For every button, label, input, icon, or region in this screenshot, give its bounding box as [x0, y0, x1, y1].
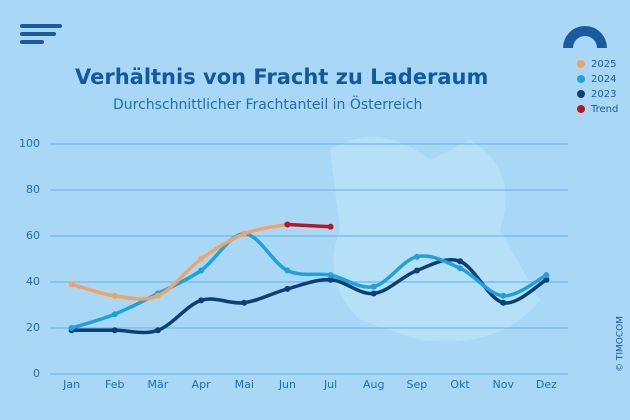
legend-label: 2024	[591, 74, 616, 85]
y-tick-label: 80	[26, 183, 40, 196]
y-tick-label: 20	[26, 321, 40, 334]
legend-marker	[577, 105, 585, 113]
legend-marker	[577, 75, 585, 83]
point	[500, 299, 507, 306]
legend-label: 2025	[591, 59, 616, 70]
point	[198, 256, 205, 262]
point	[543, 276, 550, 283]
point	[327, 223, 334, 230]
y-tick-label: 40	[26, 275, 40, 288]
chart-subtitle: Durchschnittlicher Frachtanteil in Öster…	[113, 95, 422, 113]
point	[198, 297, 205, 304]
x-tick-label: Okt	[450, 378, 470, 391]
line	[285, 222, 333, 229]
point	[198, 267, 205, 274]
x-tick-label: Jun	[278, 378, 296, 391]
legend-label: 2023	[591, 89, 616, 100]
logo-bar	[20, 40, 44, 44]
copyright: © TIMOCOM	[616, 316, 626, 372]
legend-marker	[577, 90, 585, 98]
point	[284, 267, 291, 274]
point	[111, 311, 118, 318]
x-tick-label: Apr	[192, 378, 212, 391]
point	[284, 285, 291, 292]
point	[284, 221, 291, 228]
point	[241, 299, 248, 306]
x-tick-label: Feb	[105, 378, 124, 391]
point	[500, 292, 507, 299]
x-tick-label: Sep	[407, 378, 428, 391]
line	[69, 222, 290, 301]
point	[543, 272, 550, 279]
y-tick-label: 0	[33, 367, 40, 380]
point	[241, 230, 248, 237]
gauge-icon	[563, 26, 607, 48]
legend-marker	[577, 60, 585, 68]
point	[413, 267, 420, 274]
chart-title: Verhältnis von Fracht zu Laderaum	[75, 65, 488, 89]
x-tick-label: Mai	[235, 378, 254, 391]
y-tick-label: 60	[26, 229, 40, 242]
point	[111, 292, 118, 299]
logo-bar	[20, 32, 56, 36]
x-tick-label: Jan	[62, 378, 80, 391]
x-tick-label: Nov	[493, 378, 515, 391]
point	[327, 272, 334, 279]
point	[413, 253, 420, 260]
point	[457, 258, 464, 265]
x-tick-label: Dez	[536, 378, 557, 391]
y-tick-label: 100	[19, 137, 40, 150]
point	[370, 290, 377, 297]
x-tick-label: Aug	[363, 378, 384, 391]
point	[370, 283, 377, 290]
point	[327, 276, 334, 283]
point	[111, 327, 118, 334]
point	[68, 325, 75, 331]
logo	[20, 24, 62, 44]
point	[68, 281, 75, 288]
x-tick-label: Mär	[148, 378, 169, 391]
point	[457, 265, 464, 272]
point	[154, 327, 161, 334]
logo-bar	[20, 24, 62, 28]
x-tick-label: Jul	[323, 378, 337, 391]
legend-label: Trend	[590, 104, 618, 115]
point	[154, 292, 161, 299]
